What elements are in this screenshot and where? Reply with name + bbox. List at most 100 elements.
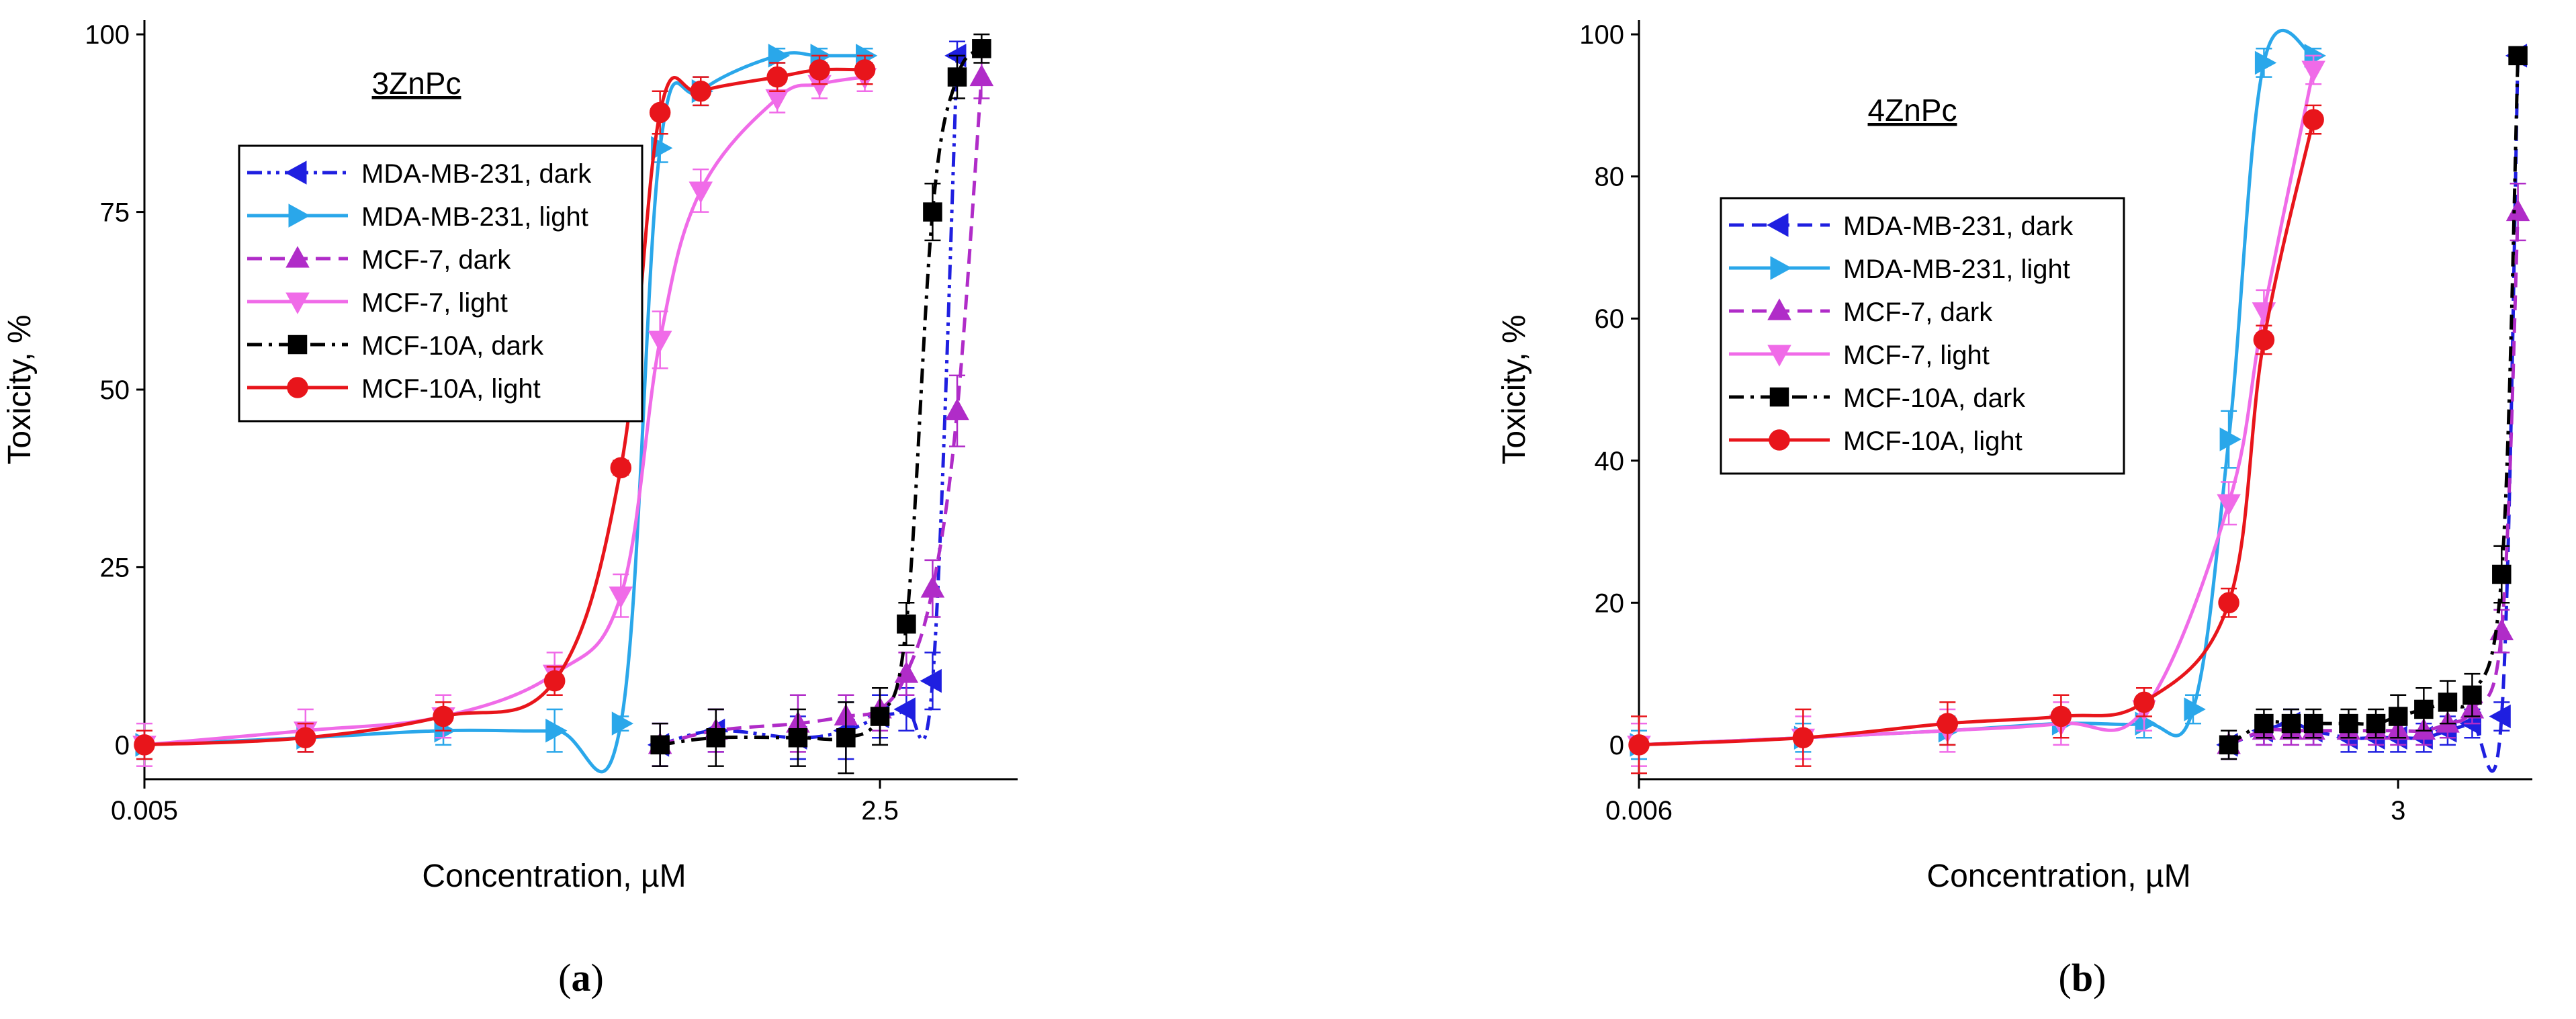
panel-caption: (a)	[558, 956, 604, 1000]
series-line	[144, 51, 865, 774]
data-point	[2254, 713, 2274, 734]
series-mcf-10a-light	[1628, 104, 2324, 774]
data-point	[1937, 713, 1959, 734]
legend-entry-mcf-10a-light: MCF-10A, light	[1843, 427, 2023, 456]
legend-box	[238, 144, 643, 423]
legend-swatch-marker	[285, 292, 310, 314]
data-point	[134, 734, 155, 756]
legend-entry-mda-mb-231-light: MDA-MB-231, light	[361, 202, 588, 232]
data-point	[609, 586, 633, 609]
data-point	[689, 181, 713, 204]
data-point	[1628, 734, 1650, 756]
data-point	[2414, 699, 2434, 719]
data-point	[972, 39, 991, 58]
data-point	[2388, 707, 2408, 726]
legend-swatch-marker	[1769, 387, 1789, 407]
data-point	[2281, 713, 2301, 734]
x-tick-label: 0.005	[111, 796, 178, 826]
legend-swatch-marker	[1770, 256, 1792, 280]
chart-title: 4ZnPc	[1868, 93, 1957, 128]
legend: MDA-MB-231, dark MDA-MB-231, light MCF-7, …	[238, 144, 643, 423]
y-tick-label: 50	[100, 375, 130, 405]
series-mcf-10a-dark	[2219, 46, 2528, 760]
series-mcf-7-dark	[2217, 183, 2530, 760]
y-axis-label: Toxicity, %	[2, 314, 38, 464]
data-point	[947, 67, 967, 87]
data-point	[766, 66, 788, 88]
data-point	[2184, 697, 2206, 721]
x-tick-label: 0.006	[1605, 796, 1673, 826]
data-point	[650, 735, 670, 755]
data-point	[2508, 46, 2528, 66]
caption-paren: )	[2093, 956, 2106, 1000]
data-point	[2492, 564, 2512, 584]
data-point	[433, 705, 454, 727]
y-tick-label: 80	[1595, 163, 1625, 192]
x-tick-label: 3	[2391, 796, 2405, 826]
data-point	[836, 728, 856, 748]
panel-a: 0 25 50 75 100 0.005 2.5 Concentration, µM Toxic…	[2, 20, 1018, 1000]
data-point	[923, 202, 942, 222]
legend-entry-mcf-7-light: MCF-7, light	[361, 288, 508, 318]
data-point	[2219, 735, 2239, 755]
data-point	[2301, 60, 2325, 83]
legend-entry-mcf-10a-dark: MCF-10A, dark	[1843, 384, 2026, 413]
chart-title: 3ZnPc	[372, 66, 461, 101]
series-mda-mb-231-dark	[647, 40, 967, 767]
legend-swatch-marker	[285, 161, 307, 185]
data-point	[2050, 705, 2072, 727]
legend-swatch-marker	[287, 335, 308, 355]
y-tick-label: 20	[1595, 588, 1625, 618]
legend-box	[1720, 197, 2125, 475]
y-tick-label: 60	[1595, 304, 1625, 334]
data-point	[2303, 713, 2323, 734]
data-point	[809, 59, 830, 81]
data-point	[2218, 592, 2239, 614]
caption-letter: b	[2072, 956, 2093, 1000]
caption-letter: a	[572, 956, 591, 1000]
data-point	[2462, 685, 2482, 705]
series-line	[660, 77, 983, 747]
data-point	[920, 668, 942, 693]
legend-entry-mcf-10a-dark: MCF-10A, dark	[361, 331, 544, 361]
y-tick-label: 0	[1609, 731, 1624, 760]
data-point	[854, 59, 876, 81]
data-point	[2254, 50, 2277, 75]
data-point	[894, 661, 919, 683]
y-tick-label: 100	[85, 20, 130, 50]
legend-swatch-marker	[285, 246, 310, 268]
legend: MDA-MB-231, dark MDA-MB-231, light MCF-7, …	[1720, 197, 2125, 475]
data-point	[2339, 713, 2358, 734]
y-tick-label: 0	[115, 731, 130, 760]
data-point	[2366, 713, 2386, 734]
data-point	[2489, 704, 2511, 729]
data-point	[870, 707, 890, 726]
panel-caption: (b)	[2059, 956, 2106, 1000]
panel-b: 0 20 40 60 80 100 0.006 3 Concentration, µM Toxic…	[1497, 20, 2532, 1000]
series-line	[144, 67, 865, 747]
series-mda-mb-231-dark	[2216, 44, 2528, 773]
data-point	[2133, 691, 2155, 713]
data-point	[945, 398, 969, 420]
legend-entry-mda-mb-231-dark: MDA-MB-231, dark	[361, 159, 592, 189]
data-point	[1792, 727, 1814, 749]
caption-paren: )	[591, 956, 604, 1000]
y-tick-label: 25	[100, 553, 130, 582]
data-point	[610, 457, 632, 479]
data-point	[788, 728, 808, 748]
data-point	[768, 44, 790, 68]
legend-swatch-marker	[287, 377, 308, 398]
y-tick-label: 100	[1579, 20, 1624, 50]
data-point	[295, 727, 316, 749]
series-line	[2227, 55, 2520, 746]
x-axis-label: Concentration, µM	[422, 858, 686, 894]
series-mcf-10a-dark	[650, 33, 991, 774]
legend-entry-mda-mb-231-light: MDA-MB-231, light	[1843, 255, 2070, 284]
series-mcf-10a-light	[134, 54, 876, 760]
data-point	[649, 101, 671, 124]
x-axis-label: Concentration, µM	[1926, 858, 2190, 894]
series-line	[2228, 55, 2520, 773]
data-point	[2219, 427, 2241, 451]
y-axis-label: Toxicity, %	[1497, 314, 1532, 464]
